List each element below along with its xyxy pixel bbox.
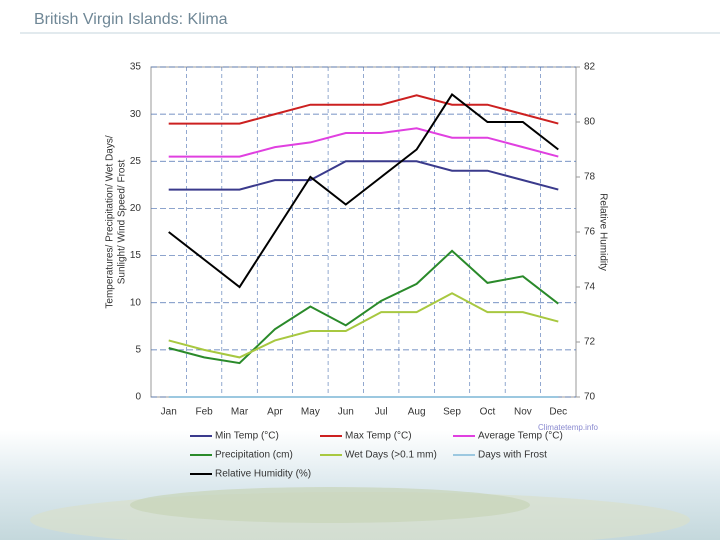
x-tick-label: Nov [514, 407, 532, 418]
y2-tick-label: 74 [584, 282, 596, 293]
x-tick-label: Sep [443, 407, 461, 418]
series-line [168, 93, 559, 289]
y-tick-label: 10 [130, 297, 142, 308]
x-tick-label: May [301, 407, 320, 418]
y2-tick-label: 80 [584, 117, 596, 128]
y-tick-label: 20 [130, 203, 142, 214]
y2-tick-label: 76 [584, 227, 596, 238]
x-tick-label: Feb [196, 407, 214, 418]
legend-label: Average Temp (°C) [478, 431, 563, 442]
series-line [168, 127, 559, 158]
y-tick-label: 30 [130, 109, 142, 120]
x-tick-label: Jan [161, 407, 177, 418]
legend-label: Relative Humidity (%) [215, 469, 311, 480]
y-tick-label: 5 [135, 344, 141, 355]
y-tick-label: 35 [130, 62, 142, 73]
x-tick-label: Mar [231, 407, 249, 418]
x-tick-label: Dec [549, 407, 567, 418]
y2-tick-label: 78 [584, 172, 596, 183]
series-line [168, 292, 559, 359]
y-tick-label: 0 [135, 392, 141, 403]
slide-title: British Virgin Islands: Klima [34, 11, 228, 28]
x-tick-label: Apr [267, 407, 283, 418]
x-tick-label: Jul [375, 407, 388, 418]
y2-axis-label: Relative Humidity [597, 193, 608, 271]
y2-tick-label: 72 [584, 337, 596, 348]
x-tick-label: Oct [480, 407, 496, 418]
watermark: Climatetemp.info [538, 423, 599, 432]
x-tick-label: Aug [408, 407, 426, 418]
y2-tick-label: 82 [584, 62, 596, 73]
legend-label: Precipitation (cm) [215, 450, 293, 461]
y-tick-label: 15 [130, 250, 142, 261]
legend-label: Max Temp (°C) [345, 431, 412, 442]
series-line [168, 249, 559, 365]
series-line [168, 160, 559, 191]
legend-label: Min Temp (°C) [215, 431, 279, 442]
y-axis-label: Temperatures/ Precipitation/ Wet Days/ [105, 135, 116, 308]
legend-label: Wet Days (>0.1 mm) [345, 450, 437, 461]
island-trees [130, 487, 530, 523]
series-line [168, 94, 559, 125]
x-tick-label: Jun [338, 407, 354, 418]
y-tick-label: 25 [130, 156, 142, 167]
legend-label: Days with Frost [478, 450, 547, 461]
y-axis-label: Sunlight/ Wind Speed/ Frost [117, 160, 128, 285]
y2-tick-label: 70 [584, 392, 596, 403]
